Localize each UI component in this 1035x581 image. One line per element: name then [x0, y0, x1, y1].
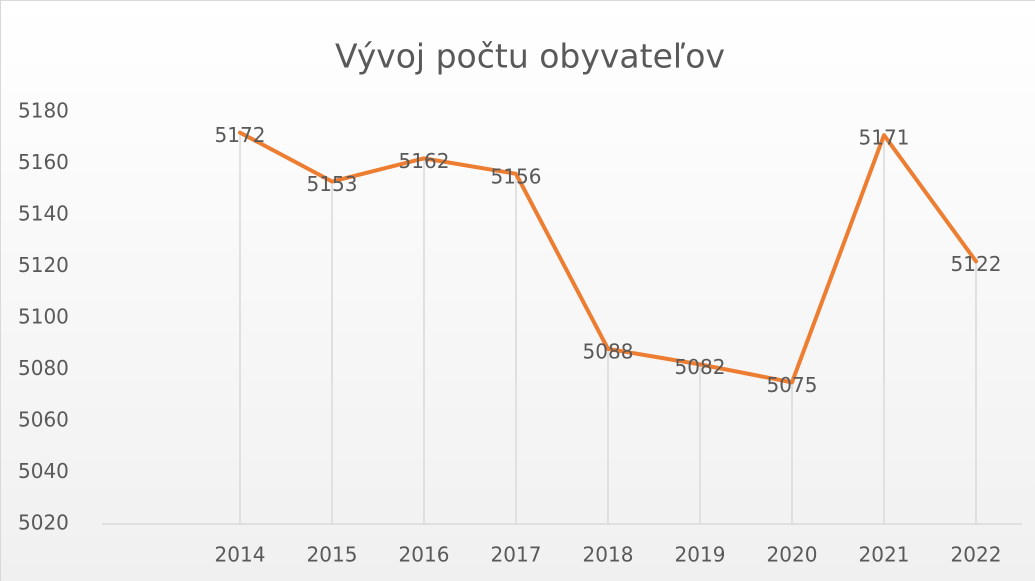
x-tick-label: 2021 [859, 543, 910, 567]
y-tick-label: 5160 [18, 150, 69, 174]
data-label: 5153 [307, 172, 358, 196]
data-label: 5171 [859, 126, 910, 150]
chart-title: Vývoj počtu obyvateľov [335, 37, 725, 76]
data-label: 5162 [399, 149, 450, 173]
x-tick-label: 2017 [491, 543, 542, 567]
x-tick-label: 2019 [675, 543, 726, 567]
y-tick-label: 5120 [18, 253, 69, 277]
data-label: 5122 [951, 252, 1002, 276]
y-tick-label: 5080 [18, 356, 69, 380]
x-tick-label: 2018 [583, 543, 634, 567]
y-tick-label: 5020 [18, 511, 69, 535]
x-tick-label: 2020 [767, 543, 818, 567]
y-tick-label: 5100 [18, 305, 69, 329]
data-label: 5088 [583, 339, 634, 363]
x-tick-label: 2015 [307, 543, 358, 567]
data-label: 5082 [675, 355, 726, 379]
data-label: 5156 [491, 164, 542, 188]
x-tick-label: 2022 [951, 543, 1002, 567]
x-tick-label: 2014 [215, 543, 266, 567]
y-tick-label: 5040 [18, 459, 69, 483]
y-tick-label: 5140 [18, 202, 69, 226]
data-label: 5172 [215, 123, 266, 147]
data-line [238, 130, 978, 385]
x-tick-label: 2016 [399, 543, 450, 567]
data-label: 5075 [767, 373, 818, 397]
y-tick-label: 5180 [18, 99, 69, 123]
y-tick-label: 5060 [18, 408, 69, 432]
